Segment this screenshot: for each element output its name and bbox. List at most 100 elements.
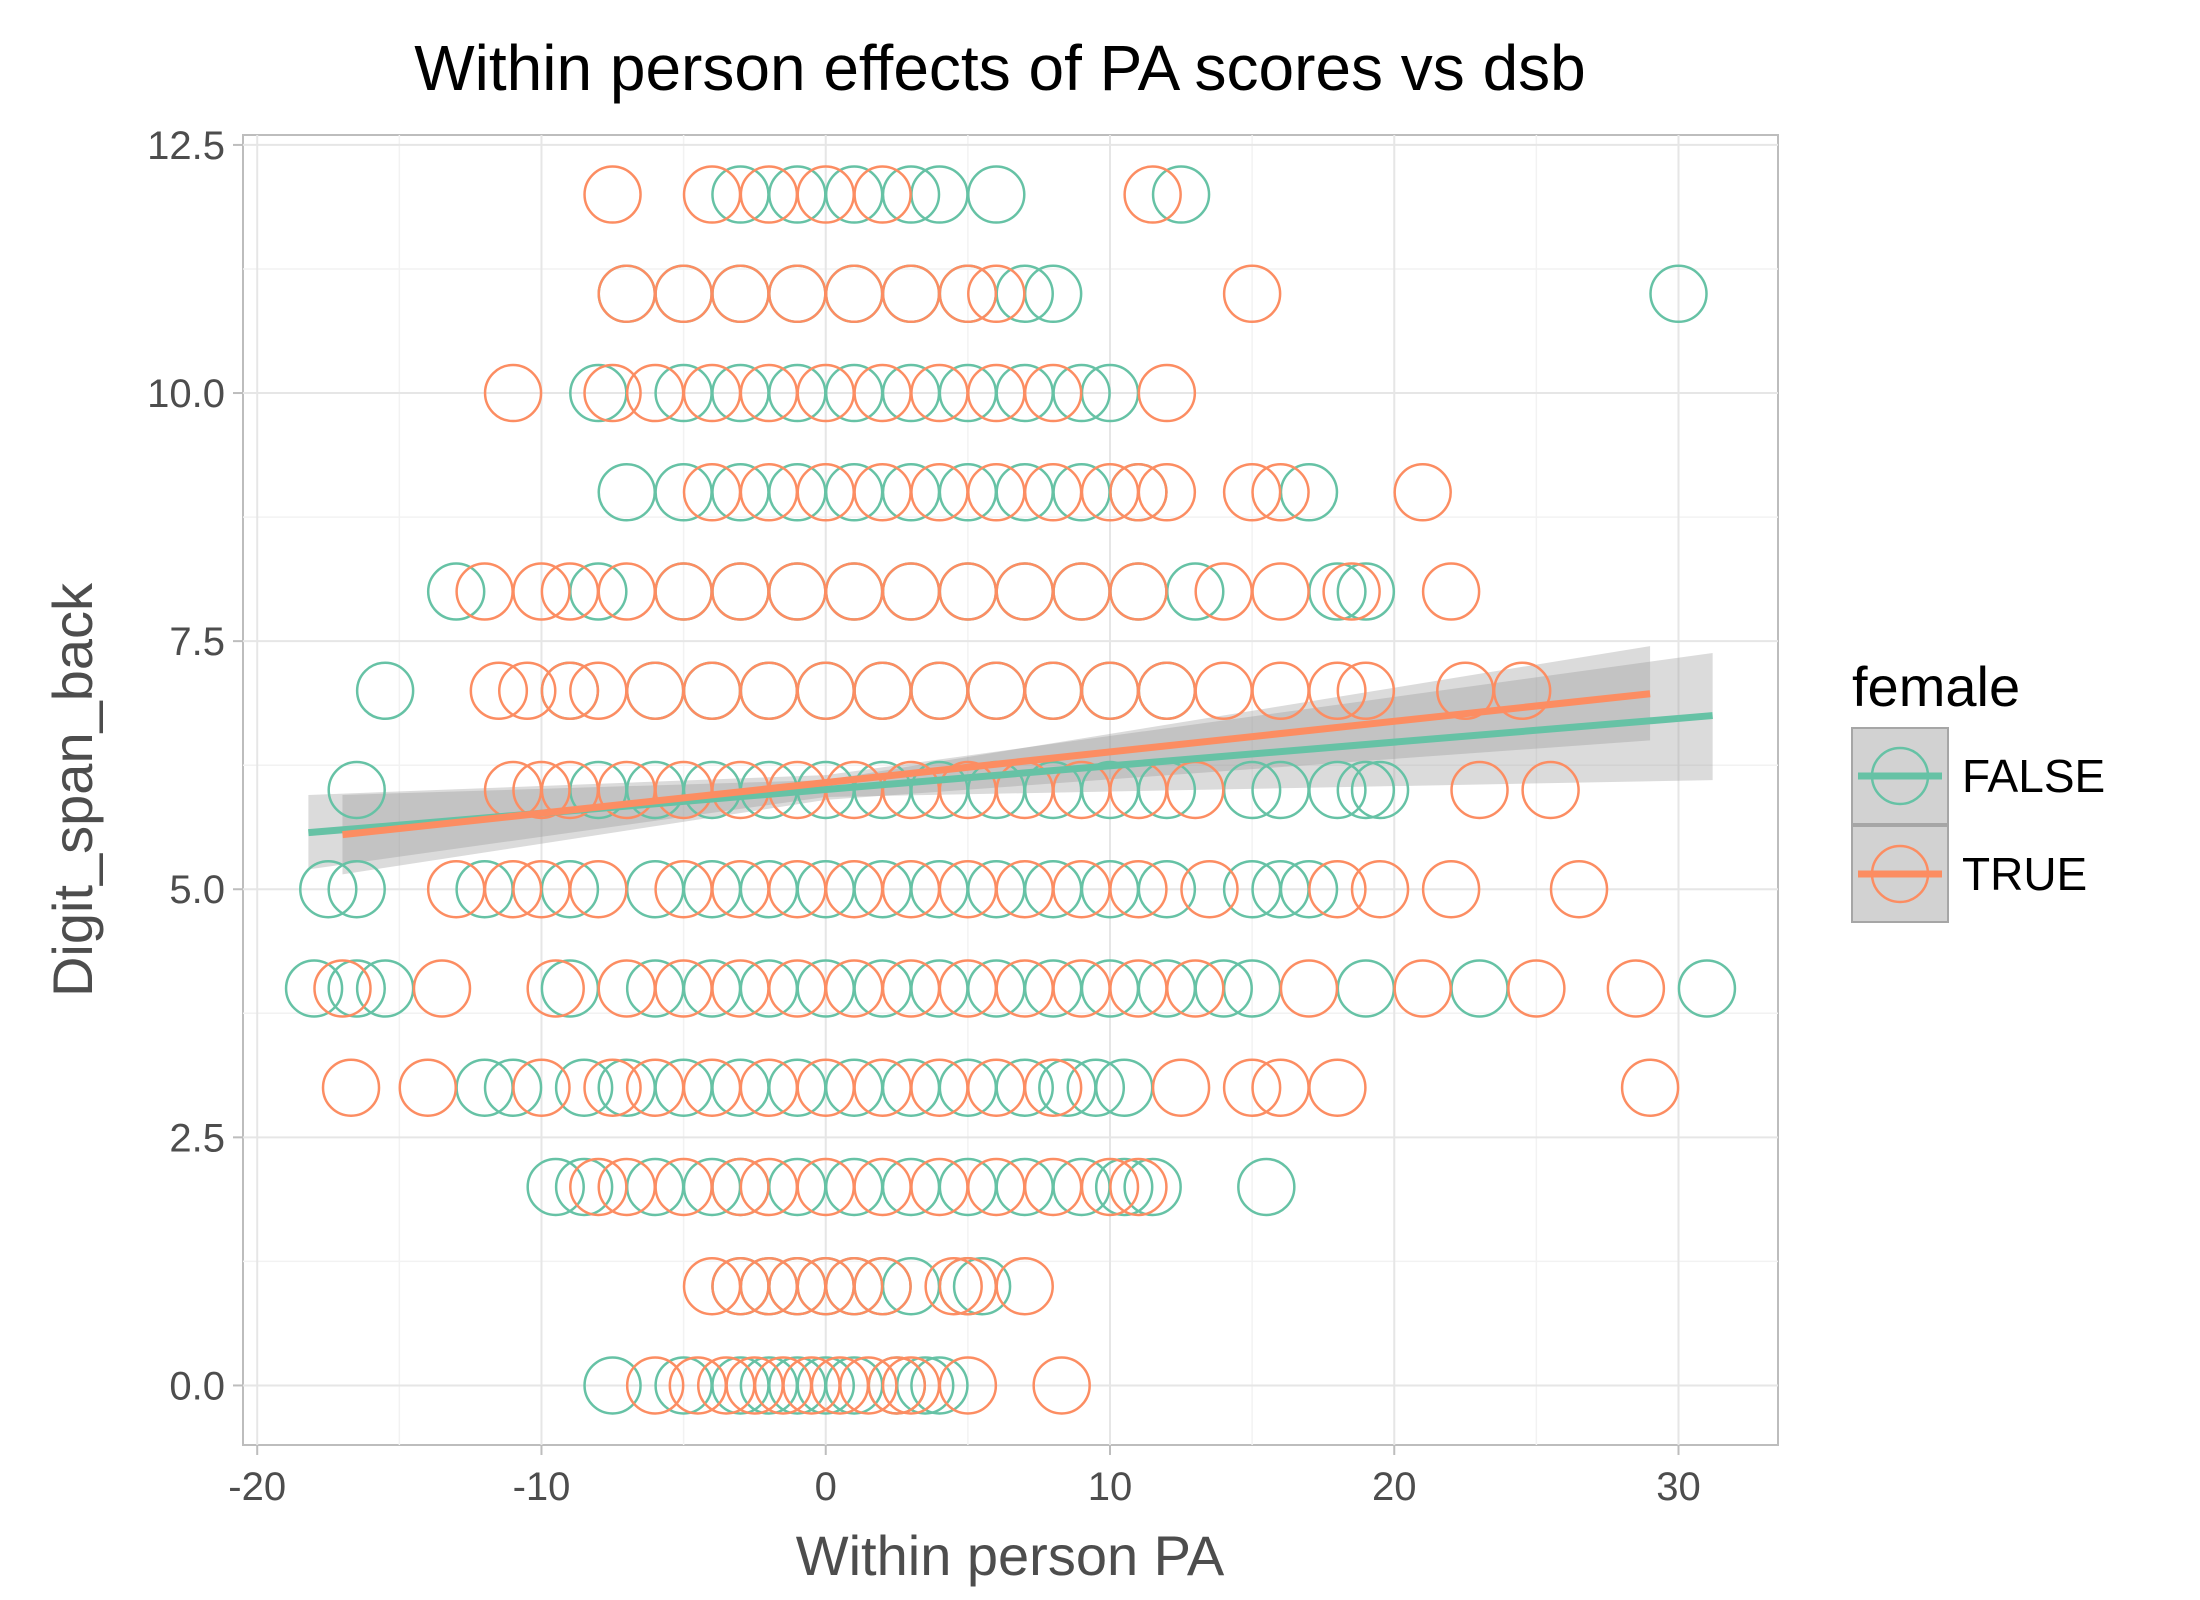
x-tick-label: 30 (1656, 1465, 1701, 1509)
data-point (1066, 1058, 1126, 1117)
data-point (398, 1058, 458, 1117)
data-point (867, 1356, 927, 1415)
data-point (1023, 1058, 1083, 1117)
data-point (483, 859, 543, 919)
data-point (412, 959, 472, 1018)
data-point (327, 959, 386, 1018)
data-point (1194, 959, 1253, 1018)
data-point (1336, 562, 1396, 621)
data-point (554, 1157, 614, 1217)
data-point (1251, 562, 1310, 621)
data-point (1052, 363, 1111, 423)
data-point (469, 661, 529, 721)
data-point (967, 165, 1026, 224)
data-point (1137, 859, 1197, 919)
data-point (1251, 463, 1310, 522)
data-point (583, 363, 642, 423)
data-point (569, 1157, 628, 1217)
data-point (1123, 1157, 1182, 1217)
data-point (1521, 760, 1580, 820)
data-point (1421, 562, 1481, 621)
data-point (1222, 463, 1282, 522)
data-point (512, 1058, 571, 1117)
data-point (1023, 363, 1083, 423)
x-tick-label: 0 (815, 1465, 837, 1509)
data-point (1166, 959, 1225, 1018)
fit-lines (308, 690, 1713, 839)
y-tick-label: 0.0 (169, 1364, 225, 1408)
data-point (313, 959, 372, 1018)
fit-line (342, 690, 1651, 839)
data-point (967, 264, 1026, 324)
data-point (1094, 1157, 1154, 1217)
data-point (1507, 959, 1566, 1018)
data-point (824, 1256, 884, 1316)
data-point (995, 1256, 1054, 1316)
data-point (355, 661, 415, 721)
x-tick-label: 10 (1088, 1465, 1133, 1509)
x-tick-label: -20 (228, 1465, 286, 1509)
data-point (938, 1356, 998, 1415)
data-point (1279, 859, 1339, 919)
data-point (569, 859, 628, 919)
data-point (1606, 959, 1666, 1018)
data-point (1222, 264, 1282, 324)
data-point (526, 1157, 585, 1217)
data-point (796, 1356, 855, 1415)
y-tick-label: 5.0 (169, 868, 225, 912)
data-point (1308, 1058, 1367, 1117)
legend-label: FALSE (1962, 750, 2105, 802)
data-point (1350, 760, 1410, 820)
data-point (540, 661, 600, 721)
data-point (554, 1058, 614, 1117)
data-point (1109, 1157, 1168, 1217)
data-point (952, 1256, 1012, 1316)
y-tick-label: 2.5 (169, 1116, 225, 1160)
x-tick-label: -10 (513, 1465, 571, 1509)
x-tick-label: 20 (1372, 1465, 1417, 1509)
data-point (839, 1356, 898, 1415)
y-tick-label: 12.5 (147, 124, 225, 168)
data-point (1080, 1157, 1140, 1217)
confidence-band (342, 646, 1651, 875)
data-point (938, 264, 998, 324)
data-point (1393, 959, 1452, 1018)
data-point (1336, 760, 1396, 820)
data-point (1308, 760, 1367, 820)
legend-label: TRUE (1962, 848, 2087, 900)
data-points (284, 165, 1737, 1415)
data-point (299, 859, 358, 919)
data-point (1151, 165, 1211, 224)
chart-title: Within person effects of PA scores vs ds… (414, 32, 1586, 104)
data-point (1137, 363, 1197, 423)
data-point (924, 1256, 983, 1316)
data-point (1677, 959, 1737, 1018)
data-point (583, 1058, 642, 1117)
y-axis-ticks: 0.0 2.5 5.0 7.5 10.0 12.5 (147, 124, 243, 1408)
data-point (1123, 165, 1182, 224)
data-point (426, 562, 486, 621)
data-point (995, 1058, 1054, 1117)
data-point (498, 661, 557, 721)
data-point (321, 1058, 381, 1117)
data-point (711, 1157, 770, 1217)
data-point (1393, 463, 1452, 522)
data-point (1492, 661, 1552, 721)
data-point (327, 760, 386, 820)
data-point (1421, 859, 1481, 919)
data-point (1180, 859, 1239, 919)
data-point (1109, 859, 1168, 919)
data-point (1237, 1157, 1296, 1217)
legend-title: female (1852, 655, 2020, 718)
data-point (483, 1058, 543, 1117)
y-tick-label: 10.0 (147, 372, 225, 416)
data-point (881, 165, 941, 224)
y-tick-label: 7.5 (169, 620, 225, 664)
data-point (583, 1356, 642, 1415)
data-point (1322, 562, 1381, 621)
data-point (1137, 463, 1197, 522)
x-axis-title: Within person PA (796, 1524, 1225, 1587)
x-axis-ticks: -20 -10 0 10 20 30 (228, 1445, 1701, 1509)
data-point (1151, 1058, 1211, 1117)
